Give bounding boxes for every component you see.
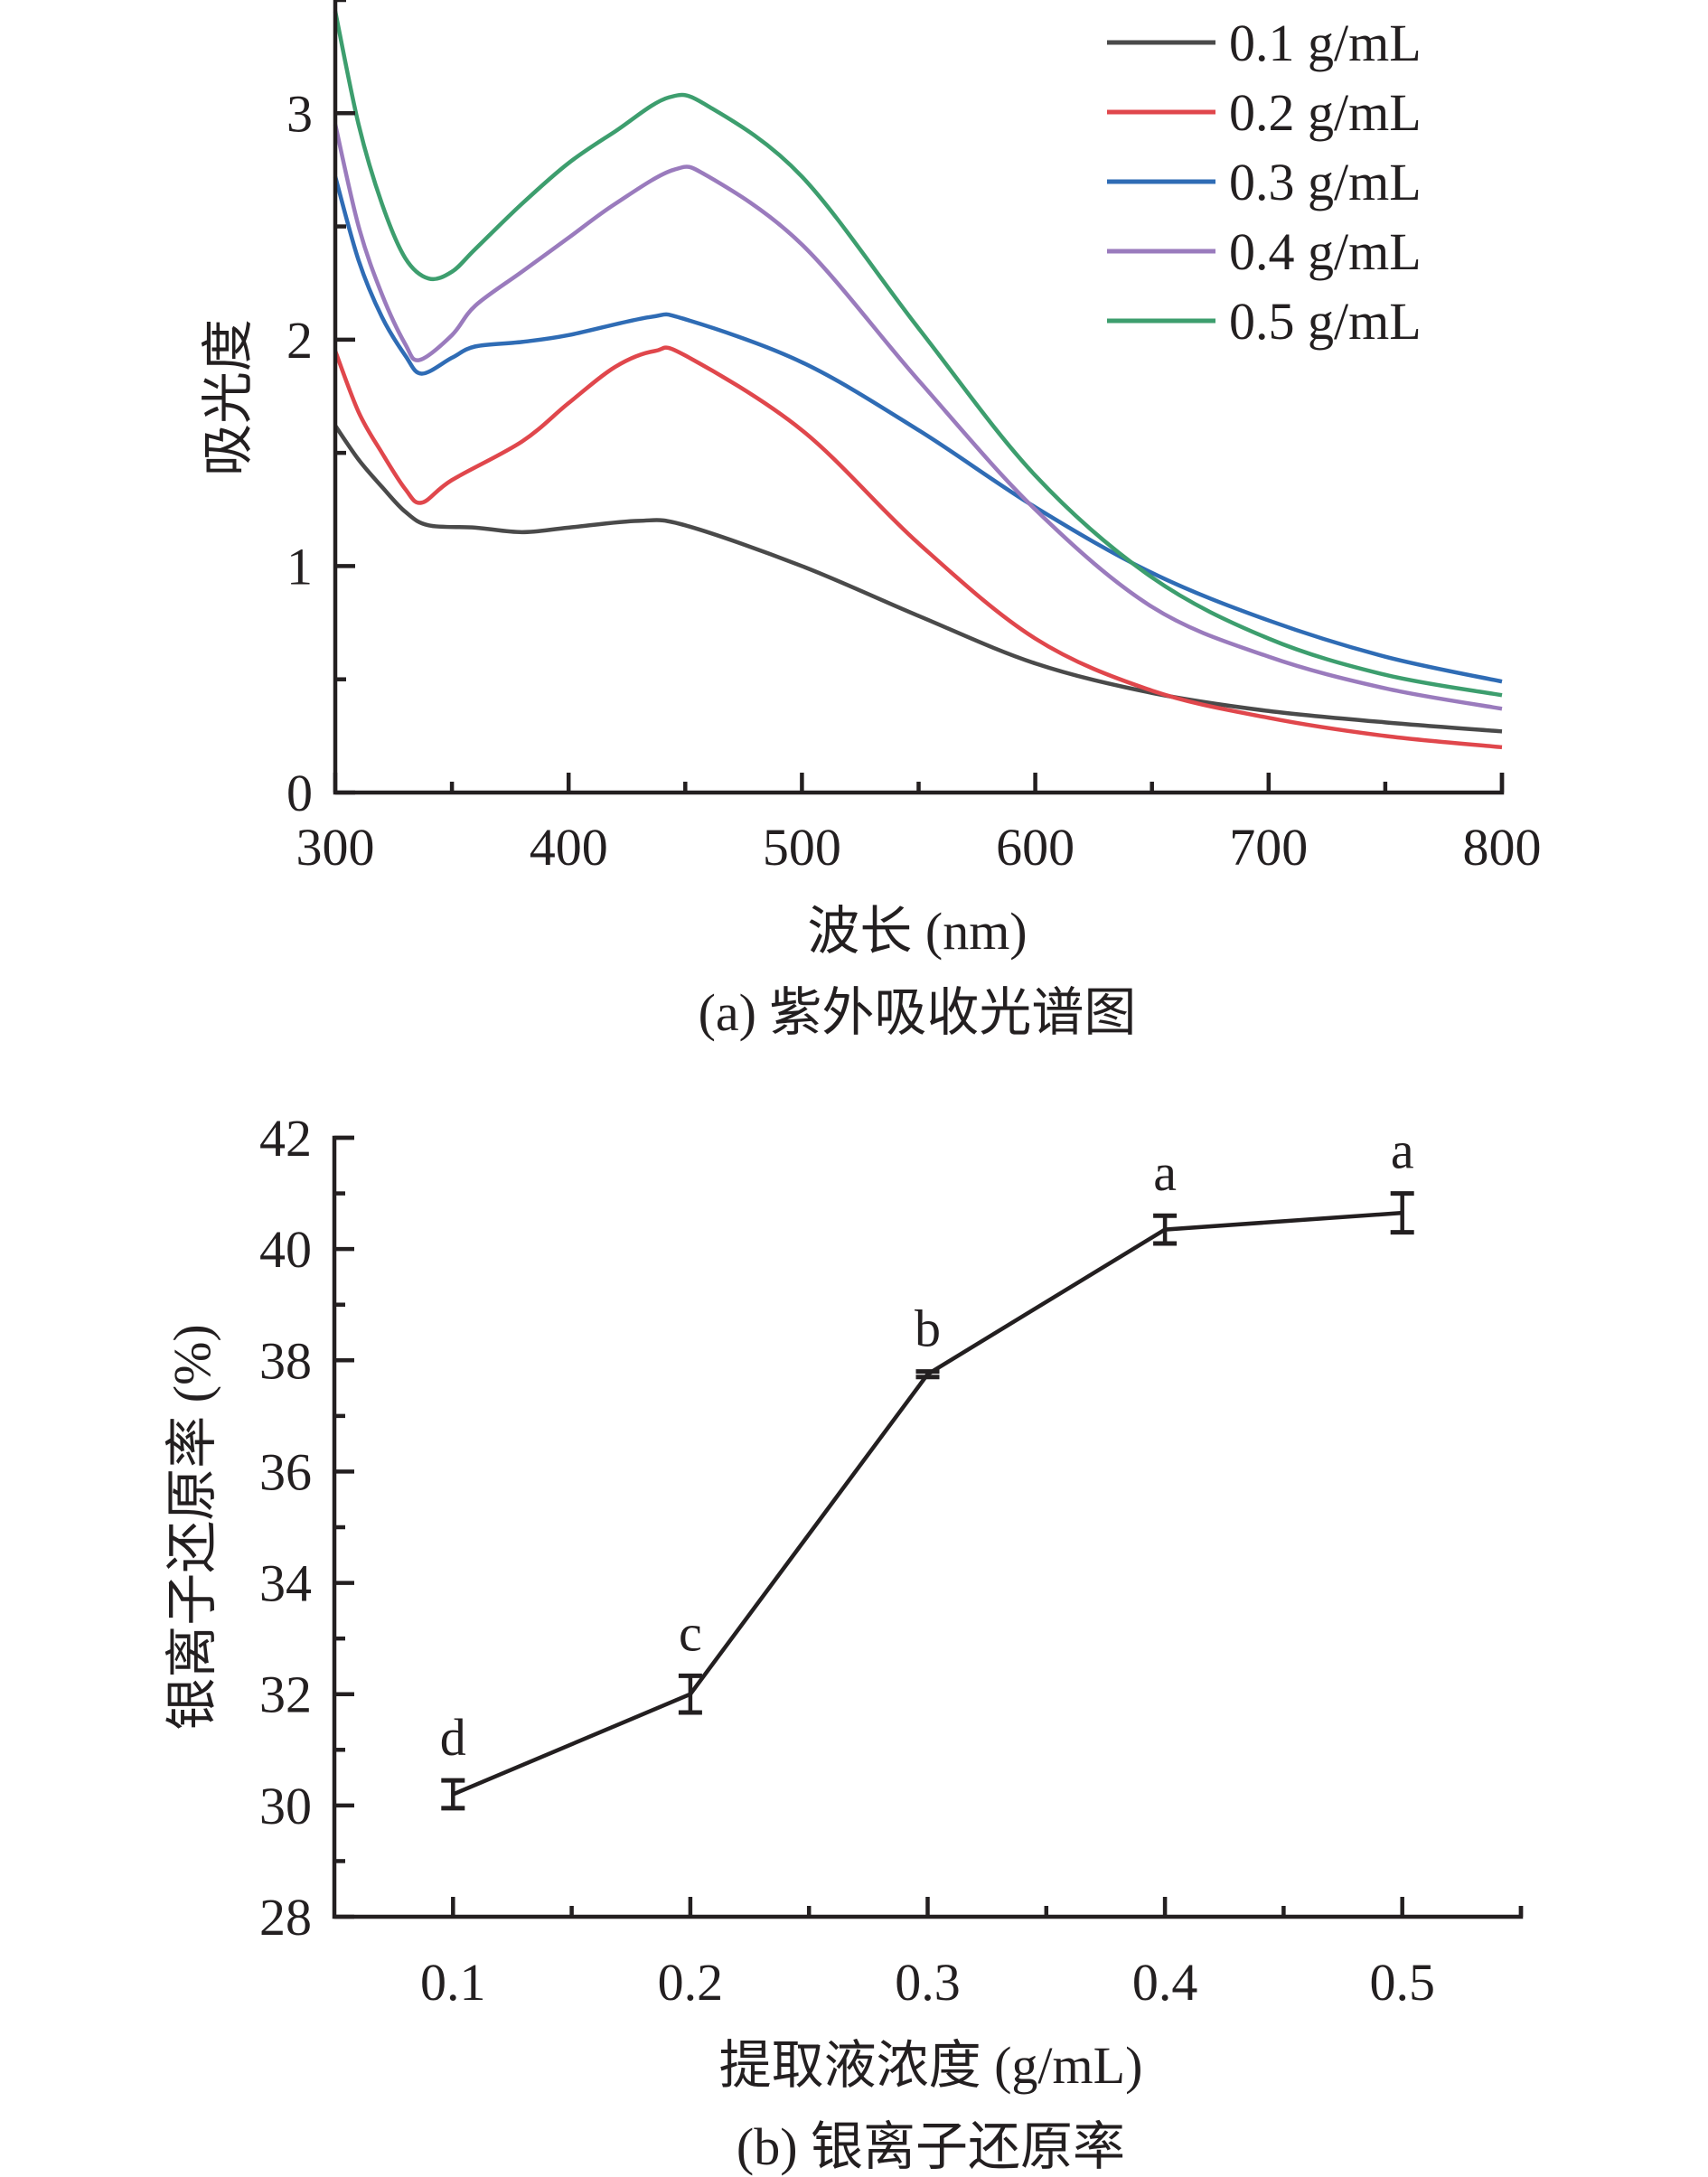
y-tick-label: 2 bbox=[286, 311, 313, 370]
error-bar bbox=[1153, 1213, 1178, 1246]
plot-area bbox=[333, 11, 1503, 750]
x-tick-label: 700 bbox=[1229, 818, 1308, 877]
error-bar bbox=[441, 1778, 465, 1811]
significance-label: a bbox=[1391, 1121, 1414, 1180]
panel-caption: (b) 银离子还原率 bbox=[737, 2117, 1125, 2176]
error-bar bbox=[678, 1673, 702, 1715]
x-tick-label: 500 bbox=[763, 818, 841, 877]
x-tick-label: 0.2 bbox=[658, 1953, 724, 2012]
y-tick-labels: 0 1 2 3 bbox=[286, 84, 313, 822]
x-tick-label: 0.4 bbox=[1132, 1953, 1198, 2012]
x-axis-title: 波长 (nm) bbox=[807, 902, 1027, 961]
y-tick-label: 36 bbox=[259, 1442, 312, 1501]
x-tick-labels: 0.1 0.2 0.3 0.4 0.5 bbox=[420, 1953, 1435, 2012]
series-line bbox=[333, 424, 1503, 734]
x-tick-label: 0.1 bbox=[420, 1953, 486, 2012]
legend: 0.1 g/mL 0.2 g/mL 0.3 g/mL 0.4 g/mL 0.5 g/mL bbox=[1107, 14, 1422, 351]
series-line bbox=[333, 11, 1503, 698]
x-tick-label: 300 bbox=[296, 818, 375, 877]
legend-label: 0.1 g/mL bbox=[1229, 14, 1422, 72]
series-line bbox=[333, 124, 1503, 711]
y-tick-label: 40 bbox=[259, 1220, 312, 1279]
y-tick-label: 34 bbox=[259, 1554, 312, 1613]
legend-label: 0.5 g/mL bbox=[1229, 292, 1422, 351]
y-tick-labels: 28 30 32 34 36 38 40 42 bbox=[259, 1109, 312, 1947]
significance-label: d bbox=[440, 1708, 466, 1767]
x-tick-label: 0.5 bbox=[1369, 1953, 1435, 2012]
axis-ticks bbox=[333, 0, 1505, 795]
axes-frame bbox=[332, 1135, 1524, 1919]
y-tick-label: 32 bbox=[259, 1666, 312, 1724]
y-tick-label: 38 bbox=[259, 1331, 312, 1390]
significance-label: a bbox=[1153, 1143, 1177, 1202]
legend-label: 0.3 g/mL bbox=[1229, 153, 1422, 211]
x-tick-label: 600 bbox=[996, 818, 1075, 877]
panel-caption: (a) 紫外吸收光谱图 bbox=[699, 983, 1137, 1042]
y-axis-title: 吸光度 bbox=[199, 319, 258, 476]
x-tick-labels: 300 400 500 600 700 800 bbox=[296, 818, 1542, 877]
y-tick-label: 3 bbox=[286, 84, 313, 143]
axis-ticks bbox=[334, 1135, 1524, 1919]
y-tick-label: 28 bbox=[259, 1888, 312, 1947]
y-tick-label: 30 bbox=[259, 1777, 312, 1835]
x-axis-title: 提取液浓度 (g/mL) bbox=[719, 2036, 1143, 2095]
y-tick-label: 42 bbox=[259, 1109, 312, 1168]
plot-area: d c b a a bbox=[440, 1121, 1414, 1811]
y-tick-label: 0 bbox=[286, 764, 313, 822]
x-tick-label: 400 bbox=[530, 818, 608, 877]
error-bar bbox=[915, 1369, 940, 1380]
series-line bbox=[333, 345, 1503, 750]
x-tick-label: 0.3 bbox=[895, 1953, 961, 2012]
significance-label: b bbox=[915, 1300, 941, 1358]
legend-label: 0.2 g/mL bbox=[1229, 83, 1422, 142]
series-line bbox=[333, 175, 1503, 684]
panel-b-reduction-rate: d c b a a 0.1 0.2 0.3 0.4 0.5 28 30 32 34 36 38 40 42 银… bbox=[163, 1109, 1524, 2176]
x-tick-label: 800 bbox=[1463, 818, 1542, 877]
y-tick-label: 1 bbox=[286, 537, 313, 596]
panel-a-uv-spectrum: 300 400 500 600 700 800 0 1 2 3 0.1 g/mL 0.2 g/mL… bbox=[199, 0, 1542, 1042]
error-bar bbox=[1390, 1191, 1414, 1235]
significance-label: c bbox=[679, 1603, 702, 1662]
legend-label: 0.4 g/mL bbox=[1229, 222, 1422, 281]
y-axis-title: 银离子还原率 (%) bbox=[163, 1324, 221, 1730]
